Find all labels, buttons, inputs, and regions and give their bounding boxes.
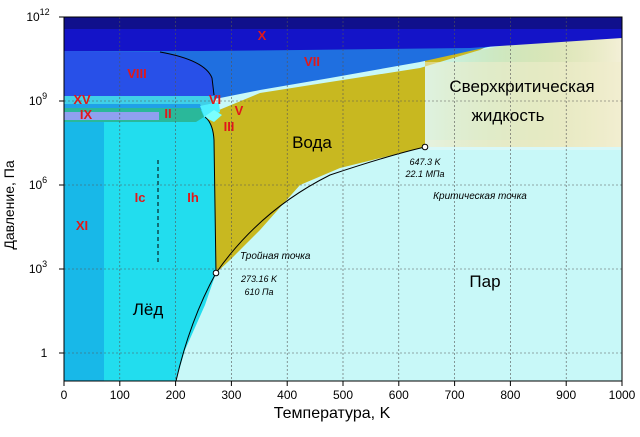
ice-phase-labels: X VII VIII XV VI IX II VIII XI Ic Ih <box>73 28 320 233</box>
vaporization-curve <box>215 146 426 274</box>
y-tick-label: 1012 <box>26 7 49 24</box>
triple-point-temp: 273.16 K <box>240 274 278 284</box>
ice-label-xi: XI <box>76 218 88 233</box>
ice-label-ii: II <box>164 106 171 121</box>
x-tick-label: 1000 <box>609 388 636 402</box>
ice-label-v: V <box>235 103 244 118</box>
y-ticks: 1 103 106 109 1012 <box>26 7 64 360</box>
vapor-label: Пар <box>469 272 500 291</box>
supercritical-label-line2: жидкость <box>471 106 544 125</box>
y-tick-label: 106 <box>29 175 47 192</box>
melting-curve <box>204 116 217 274</box>
triple-point-marker <box>212 269 220 277</box>
x-tick-label: 200 <box>166 388 186 402</box>
x-axis-title: Температура, K <box>274 405 391 422</box>
ice-label-xv: XV <box>73 92 91 107</box>
water-label: Вода <box>292 133 332 152</box>
supercritical-shade <box>425 62 622 147</box>
ice-xi-region <box>64 120 104 381</box>
sublimation-curve <box>175 272 217 382</box>
critical-point-pressure: 22.1 МПа <box>404 169 444 179</box>
ice-iii-region <box>204 110 222 122</box>
y-tick-label: 1 <box>41 346 48 360</box>
triple-point-pressure: 610 Па <box>244 287 273 297</box>
ice-label: Лёд <box>133 300 164 319</box>
ice-label-ix: IX <box>80 107 93 122</box>
ice-label-ih: Ih <box>187 190 199 205</box>
ice-label-vii: VII <box>304 54 320 69</box>
ice-x-region <box>64 29 622 51</box>
critical-point-title: Критическая точка <box>433 191 527 202</box>
critical-point-marker <box>421 143 429 151</box>
x-tick-label: 800 <box>500 388 520 402</box>
x-tick-label: 700 <box>445 388 465 402</box>
viii-boundary <box>159 51 215 96</box>
x-tick-label: 400 <box>277 388 297 402</box>
ice-label-x: X <box>258 28 267 43</box>
phase-boundaries <box>157 51 426 382</box>
ice-label-ic: Ic <box>135 190 146 205</box>
y-axis-title: Давление, Па <box>1 160 17 250</box>
x-tick-label: 900 <box>556 388 576 402</box>
y-tick-label: 103 <box>29 259 47 276</box>
triple-point-title: Тройная точка <box>240 251 311 262</box>
x-tick-label: 300 <box>221 388 241 402</box>
ice-label-viii: VIII <box>127 66 147 81</box>
x-tick-label: 100 <box>110 388 130 402</box>
x-tick-label: 0 <box>61 388 68 402</box>
critical-point-temp: 647.3 K <box>409 157 441 167</box>
x-tick-label: 500 <box>333 388 353 402</box>
water-region <box>205 17 622 273</box>
ice-ix-region <box>64 112 159 120</box>
supercritical-label-line1: Сверхкритическая <box>449 77 594 96</box>
ice-label-iii: III <box>224 119 235 134</box>
ice-label-vi: VI <box>209 92 221 107</box>
ice-xv-band <box>64 96 214 106</box>
y-tick-label: 109 <box>29 91 47 108</box>
ice-viii-region <box>64 51 214 100</box>
x-tick-label: 600 <box>389 388 409 402</box>
x-ticks: 0 100 200 300 400 500 600 700 800 900 1000 <box>61 381 636 402</box>
